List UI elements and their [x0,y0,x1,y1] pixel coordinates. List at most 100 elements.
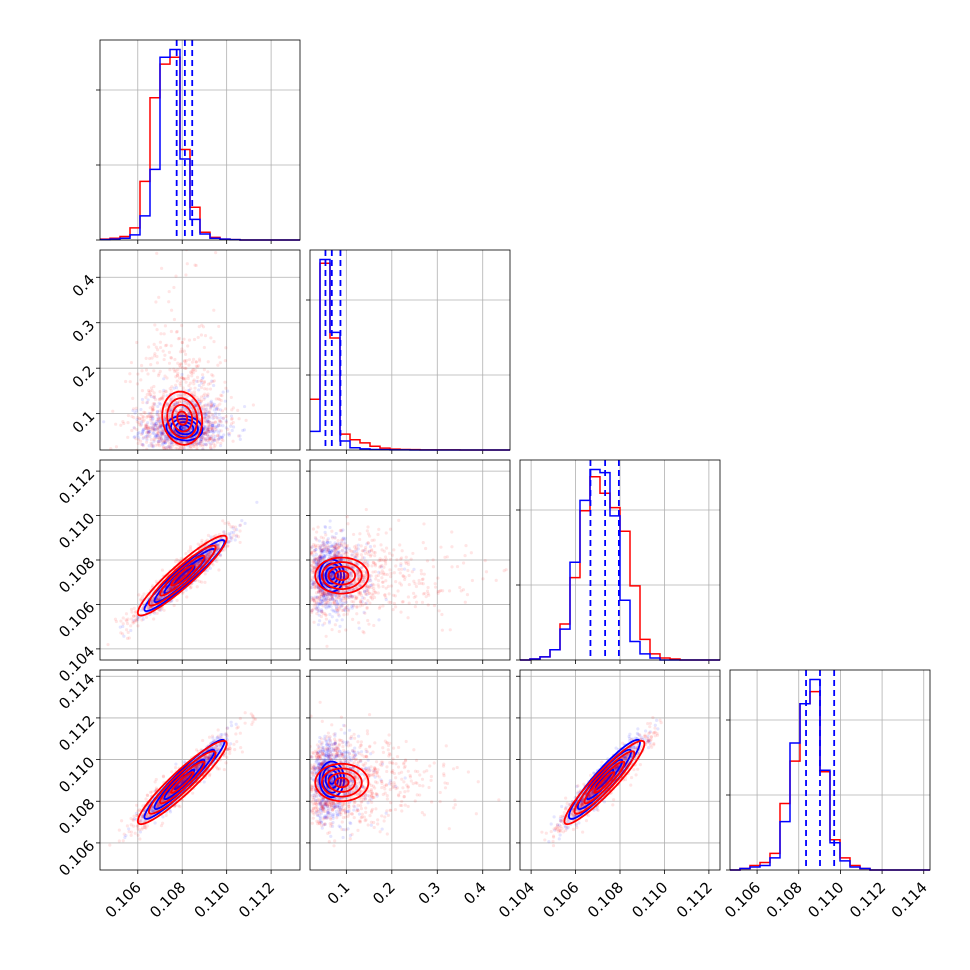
scatter-point [358,600,363,604]
scatter-point [210,428,214,432]
scatter-point [180,426,185,430]
scatter-point [132,614,136,618]
scatter-point [196,561,200,565]
scatter-point [209,420,213,425]
scatter-point [139,432,144,436]
scatter-point [176,337,181,341]
scatter-point [310,568,313,572]
scatter-point [157,594,161,599]
scatter-point [216,543,220,547]
scatter-point [346,609,351,613]
scatter-point [162,357,166,362]
scatter-point [310,610,314,614]
scatter-point [154,423,158,428]
scatter-point [319,548,323,553]
scatter-point [145,393,149,397]
scatter-point [322,547,326,551]
scatter-point [311,575,316,579]
scatter-point [147,430,151,434]
scatter-point [141,415,145,419]
scatter-point [209,436,213,441]
scatter-point [125,636,130,640]
scatter-point [175,393,179,397]
scatter-point [178,447,182,450]
hist-panel-2 [516,459,721,664]
scatter-point [226,540,230,545]
scatter-point [339,558,343,562]
scatter-point [194,229,197,232]
scatter-point [216,437,220,441]
scatter-point [141,444,145,448]
scatter-point [184,401,188,405]
scatter-point [174,446,178,450]
scatter-point [341,537,345,541]
scatter-point [424,595,428,599]
scatter-point [145,434,149,438]
scatter-point [338,606,342,610]
scatter-point [161,395,165,399]
scatter-point [146,426,150,431]
scatter-point [399,562,403,566]
scatter-point [222,530,226,534]
panel-frame [519,459,721,661]
scatter-point [158,607,162,612]
scatter-point [210,373,214,377]
scatter-point [146,429,151,433]
scatter-point [155,436,159,440]
scatter-point [197,411,201,416]
scatter-point [196,542,200,546]
scatter-point [124,379,128,384]
scatter-point [209,442,213,446]
scatter-point [402,567,407,571]
scatter-point [350,606,354,610]
scatter-point [155,436,159,440]
scatter-point [216,434,220,438]
scatter-point [172,395,176,399]
scatter-point [220,435,224,439]
scatter-point [203,387,207,391]
scatter-point [193,263,197,267]
scatter-point [242,428,247,432]
scatter-point [227,451,230,454]
scatter-point [339,558,343,562]
scatter-point [184,440,189,445]
scatter-point [214,397,218,401]
scatter-point [208,550,212,555]
scatter-point [174,385,179,390]
scatter-point [231,439,235,443]
scatter-point [318,589,322,593]
scatter-point [149,601,153,605]
scatter-point [161,431,165,435]
scatter-point [152,401,157,406]
scatter-point [202,436,206,440]
scatter-point [226,540,231,544]
scatter-point [224,420,229,424]
scatter-point [156,427,160,431]
scatter-point [208,551,212,556]
scatter-point [187,363,191,367]
scatter-point [150,356,154,360]
scatter-point [181,394,185,398]
scatter-point [130,610,134,614]
scatter-point [328,601,333,606]
scatter-point [151,443,155,448]
scatter-point [125,622,130,626]
scatter-point [319,556,323,560]
scatter-point [330,595,334,599]
scatter-point [211,430,216,434]
scatter-point [141,436,145,441]
scatter-point [326,548,330,552]
scatter-point [191,379,195,384]
scatter-point [347,569,351,573]
scatter-point [314,561,319,565]
scatter-point [152,394,157,398]
scatter-point [333,594,338,598]
scatter-point [337,593,341,598]
scatter-point [130,428,134,433]
scatter-point [168,587,172,591]
scatter-point [335,542,339,546]
scatter-point [398,581,402,585]
scatter-point [206,417,210,422]
scatter-point [208,550,213,554]
scatter-point [145,424,149,428]
